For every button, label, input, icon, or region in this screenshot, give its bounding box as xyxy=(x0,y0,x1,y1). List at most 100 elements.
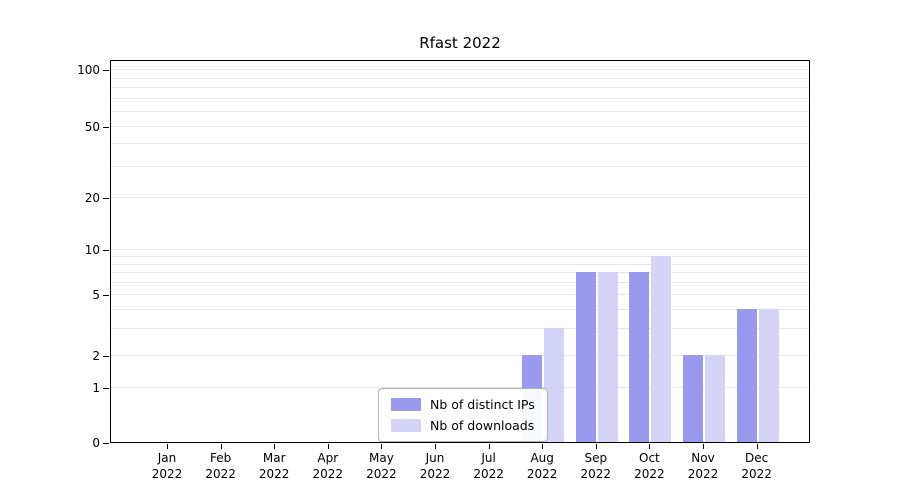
x-tick-mark xyxy=(167,444,168,449)
x-tick-mark xyxy=(220,444,222,449)
bar xyxy=(597,272,618,442)
y-tick-mark xyxy=(103,295,109,297)
x-tick-mark xyxy=(435,444,436,449)
y-tick-label: 0 xyxy=(92,436,100,450)
legend-item: Nb of downloads xyxy=(391,418,535,433)
y-tick-label: 10 xyxy=(84,242,100,257)
y-tick-mark xyxy=(103,197,109,199)
x-tick-year: 2022 xyxy=(634,467,665,481)
x-tick-label: Feb 2022 xyxy=(189,450,253,482)
plot-area: Nb of distinct IPs Nb of downloads xyxy=(110,60,810,443)
x-tick-month: Aug xyxy=(530,451,554,465)
x-tick-mark xyxy=(595,444,597,449)
legend-swatch xyxy=(391,419,421,432)
gridline xyxy=(111,68,809,70)
y-tick-mark xyxy=(103,356,109,358)
x-tick-month: Dec xyxy=(744,451,769,465)
x-tick-label: Sep 2022 xyxy=(564,450,628,482)
gridline xyxy=(111,87,809,89)
bar xyxy=(683,355,703,442)
y-tick-label: 50 xyxy=(84,120,100,135)
gridline xyxy=(111,294,809,296)
legend-label: Nb of distinct IPs xyxy=(430,397,535,412)
gridline xyxy=(111,355,809,357)
y-tick-label: 2 xyxy=(92,349,100,364)
legend: Nb of distinct IPs Nb of downloads xyxy=(378,388,548,442)
x-tick-month: May xyxy=(368,451,394,465)
legend-swatch xyxy=(391,398,421,411)
x-tick-year: 2022 xyxy=(205,467,236,481)
x-tick-mark xyxy=(274,444,276,449)
gridline xyxy=(111,308,809,310)
x-tick-mark xyxy=(488,444,490,449)
x-tick-year: 2022 xyxy=(526,467,558,481)
legend-label: Nb of downloads xyxy=(430,418,535,433)
x-tick-mark xyxy=(542,444,544,449)
legend-item: Nb of distinct IPs xyxy=(391,397,535,412)
x-tick-month: Apr xyxy=(317,451,339,465)
x-tick-year: 2022 xyxy=(741,467,772,481)
x-tick-month: Jun xyxy=(425,451,445,465)
gridline xyxy=(111,143,809,145)
gridline xyxy=(111,255,809,257)
gridline xyxy=(111,328,809,330)
gridline xyxy=(111,263,809,265)
x-tick-label: Jun 2022 xyxy=(403,450,467,482)
gridline xyxy=(111,282,809,284)
y-tick-label: 20 xyxy=(84,190,100,205)
gridline xyxy=(111,111,809,112)
x-tick-mark xyxy=(756,444,758,449)
x-tick-year: 2022 xyxy=(419,467,451,481)
y-tick-mark xyxy=(103,249,109,251)
x-tick-year: 2022 xyxy=(151,467,183,481)
gridline xyxy=(111,98,809,100)
y-tick-label: 5 xyxy=(92,288,100,303)
x-tick-year: 2022 xyxy=(687,467,719,481)
x-tick-month: Sep xyxy=(584,451,608,465)
x-tick-month: Mar xyxy=(262,451,286,465)
x-tick-label: Mar 2022 xyxy=(242,450,306,482)
bar xyxy=(629,272,650,442)
x-tick-month: Oct xyxy=(639,451,660,465)
x-tick-year: 2022 xyxy=(366,467,397,481)
x-tick-mark xyxy=(703,444,704,449)
x-tick-label: May 2022 xyxy=(349,450,413,482)
bar xyxy=(575,272,596,442)
bar xyxy=(651,255,672,442)
x-tick-year: 2022 xyxy=(580,467,612,481)
y-tick-mark xyxy=(103,443,109,444)
bar xyxy=(736,309,757,442)
bar xyxy=(544,328,565,442)
gridline xyxy=(111,77,809,79)
x-tick-label: Aug 2022 xyxy=(510,450,574,482)
x-tick-label: Jul 2022 xyxy=(457,450,521,482)
x-tick-month: Nov xyxy=(691,451,715,465)
x-tick-mark xyxy=(327,444,329,449)
y-tick-label: 1 xyxy=(92,380,100,395)
y-tick-mark xyxy=(103,69,109,71)
y-tick-mark xyxy=(103,387,109,389)
gridline xyxy=(111,386,809,388)
x-tick-mark xyxy=(381,444,383,449)
x-tick-year: 2022 xyxy=(473,467,504,481)
x-tick-label: Oct 2022 xyxy=(617,450,681,482)
x-tick-month: Jul xyxy=(481,451,496,465)
x-tick-label: Nov 2022 xyxy=(671,450,735,482)
x-tick-label: Jan 2022 xyxy=(135,450,199,482)
x-tick-label: Apr 2022 xyxy=(296,450,360,482)
gridline xyxy=(111,196,809,198)
x-tick-year: 2022 xyxy=(258,467,290,481)
gridline xyxy=(111,272,809,274)
gridline xyxy=(111,126,809,128)
x-tick-mark xyxy=(649,444,651,449)
chart-title: Rfast 2022 xyxy=(419,34,501,52)
x-tick-month: Jan xyxy=(157,451,177,465)
x-tick-year: 2022 xyxy=(312,467,344,481)
gridline xyxy=(111,165,809,167)
bar xyxy=(705,355,725,442)
gridline xyxy=(111,248,809,250)
x-tick-label: Dec 2022 xyxy=(725,450,789,482)
y-tick-label: 100 xyxy=(77,62,100,77)
bar xyxy=(758,309,779,442)
